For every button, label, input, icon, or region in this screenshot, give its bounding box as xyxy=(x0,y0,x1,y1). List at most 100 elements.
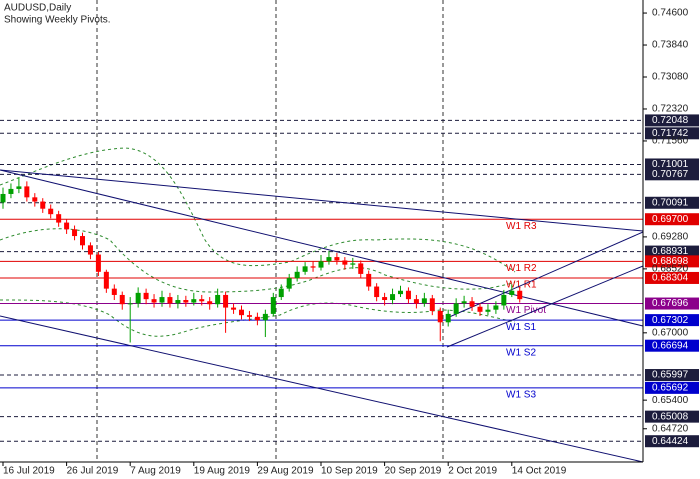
trendline xyxy=(0,169,644,327)
candle-body xyxy=(358,263,364,274)
candle-body xyxy=(270,297,276,314)
level-label-box xyxy=(645,369,699,382)
candle-body xyxy=(48,208,54,215)
candle-body xyxy=(191,299,197,303)
candle-body xyxy=(246,315,252,317)
level-label-box xyxy=(645,339,699,352)
level-label-box xyxy=(645,213,699,226)
candle-body xyxy=(215,294,221,305)
candle-body xyxy=(32,197,38,202)
level-label-box xyxy=(645,381,699,394)
candle-body xyxy=(24,186,30,198)
candle-body xyxy=(239,309,244,316)
candle-body xyxy=(501,294,507,306)
y-tick-label: 0.64720 xyxy=(652,423,689,434)
candle-body xyxy=(517,290,523,300)
candle-body xyxy=(151,299,157,303)
candle-body xyxy=(183,300,189,303)
candle-body xyxy=(469,301,475,307)
y-tick-label: 0.69280 xyxy=(652,232,689,243)
y-tick-label: 0.71560 xyxy=(652,136,689,147)
level-name: W1 Pivot xyxy=(506,305,546,316)
x-tick-label: 10 Sep 2019 xyxy=(321,466,378,477)
candle-body xyxy=(509,290,515,295)
level-label: 0.65997 xyxy=(652,370,689,381)
trendlines xyxy=(0,169,644,463)
level-label: 0.72048 xyxy=(652,115,689,126)
x-tick-label: 19 Aug 2019 xyxy=(194,466,251,477)
candle-body xyxy=(262,313,268,321)
candle-body xyxy=(334,257,340,261)
level-label: 0.68931 xyxy=(652,246,689,257)
candle-body xyxy=(72,229,78,237)
candle-body xyxy=(326,257,332,262)
level-label: 0.65008 xyxy=(652,411,689,422)
y-tick-label: 0.73080 xyxy=(652,72,689,83)
candle-body xyxy=(0,193,6,203)
level-label: 0.68304 xyxy=(652,273,689,284)
candle-body xyxy=(421,298,427,304)
candle-body xyxy=(8,188,14,194)
x-tick-label: 7 Aug 2019 xyxy=(130,466,181,477)
candle-body xyxy=(477,306,483,312)
candle-body xyxy=(382,297,388,301)
level-name: W1 S3 xyxy=(506,390,536,401)
candle-body xyxy=(80,236,85,246)
level-label: 0.69700 xyxy=(652,214,689,225)
candle-body xyxy=(413,299,419,304)
level-label-box xyxy=(645,158,699,171)
separators xyxy=(96,0,444,462)
y-tick-label: 0.68520 xyxy=(652,264,689,275)
candle-body xyxy=(87,245,93,255)
candles xyxy=(0,177,523,343)
level-label-box xyxy=(645,255,699,268)
candle-body xyxy=(231,307,237,310)
candle-body xyxy=(437,310,443,323)
level-name: W1 S1 xyxy=(506,322,536,333)
level-label: 0.71001 xyxy=(652,159,689,170)
candle-body xyxy=(493,305,499,310)
level-name: W1 S2 xyxy=(506,347,536,358)
candle-body xyxy=(318,261,324,268)
candle-body xyxy=(135,292,141,304)
x-tick-label: 2 Oct 2019 xyxy=(448,466,497,477)
candle-body xyxy=(366,273,372,287)
candle-body xyxy=(159,297,165,303)
level-label: 0.70767 xyxy=(652,169,689,180)
level-label: 0.68698 xyxy=(652,256,689,267)
level-label-box xyxy=(645,114,699,127)
level-label: 0.67302 xyxy=(652,315,689,326)
candle-body xyxy=(111,288,117,295)
trendline xyxy=(0,169,644,232)
upper-band xyxy=(0,147,516,273)
candle-body xyxy=(95,254,101,272)
candle-body xyxy=(294,271,300,279)
candle-body xyxy=(278,288,284,298)
candle-body xyxy=(223,294,229,308)
candle-body xyxy=(119,294,125,305)
level-label: 0.65692 xyxy=(652,383,689,394)
trendline xyxy=(446,265,644,348)
y-tick-label: 0.72320 xyxy=(652,104,689,115)
x-tick-label: 29 Aug 2019 xyxy=(257,466,314,477)
level-label: 0.71742 xyxy=(652,128,689,139)
candle-body xyxy=(16,186,22,189)
candle-body xyxy=(302,266,308,272)
candle-body xyxy=(103,271,109,289)
level-label-box xyxy=(645,271,699,284)
level-label-box xyxy=(645,127,699,140)
candle-body xyxy=(342,260,348,265)
level-label-box xyxy=(645,297,699,310)
candle-body xyxy=(56,214,62,223)
y-tick-label: 0.73840 xyxy=(652,40,689,51)
candle-body xyxy=(64,222,70,230)
y-tick-label: 0.65400 xyxy=(652,395,689,406)
candle-body xyxy=(453,303,459,314)
y-tick-label: 0.67000 xyxy=(652,327,689,338)
candle-body xyxy=(445,313,451,323)
candle-body xyxy=(398,290,403,295)
candle-body xyxy=(167,297,173,304)
candle-body xyxy=(143,292,149,300)
chart-subtitle: Showing Weekly Pivots. xyxy=(4,15,111,26)
